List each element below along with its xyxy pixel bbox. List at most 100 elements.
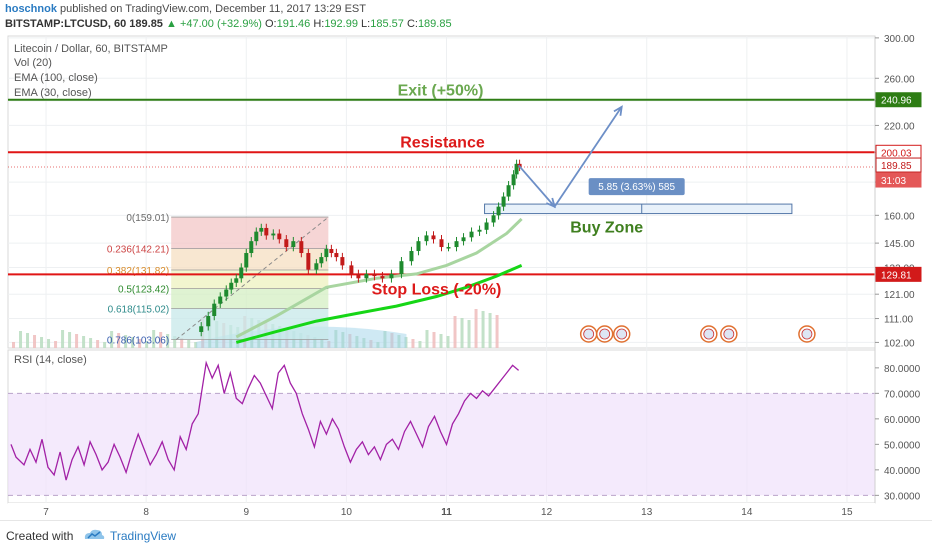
volume-bar <box>82 336 86 348</box>
candle-body <box>399 261 404 274</box>
volume-bar <box>26 333 30 348</box>
candle-body <box>409 251 414 262</box>
time-tick-label: 12 <box>541 507 553 518</box>
rsi-tick-label: 80.0000 <box>884 364 921 375</box>
candle-body <box>446 247 451 249</box>
last-price-badge-label: 189.85 <box>881 161 912 172</box>
candle-body <box>511 174 516 186</box>
candle-body <box>299 241 304 254</box>
candle-body <box>491 215 496 223</box>
rsi-band <box>8 393 875 496</box>
volume-bar <box>467 320 471 348</box>
low-value: 185.57 <box>370 18 404 30</box>
volume-bar <box>418 341 422 348</box>
price-tick-label: 160.00 <box>884 211 915 222</box>
tradingview-brand-link[interactable]: TradingView <box>110 529 177 543</box>
ema-100-line <box>235 217 523 339</box>
economic-event-flag-icon[interactable] <box>700 325 718 343</box>
up-triangle-icon: ▲ <box>166 18 177 30</box>
candle-body <box>431 235 436 240</box>
ema-30-line <box>235 264 523 344</box>
economic-event-flag-icon[interactable] <box>579 325 598 343</box>
price-tick-label: 260.00 <box>884 74 915 85</box>
volume-bar <box>425 330 429 348</box>
volume-bar <box>131 337 135 348</box>
volume-bar <box>117 333 121 348</box>
economic-event-flag-icon[interactable] <box>595 325 614 343</box>
close-value: 189.85 <box>417 18 452 30</box>
volume-bar <box>460 318 464 348</box>
stop-price-badge <box>875 266 922 282</box>
arrowhead-down-icon <box>545 197 556 209</box>
measure-box <box>588 178 685 196</box>
publication-header: hoschnok published on TradingView.com, D… <box>0 0 932 34</box>
candle-body <box>514 163 519 175</box>
volume-bar <box>47 339 51 348</box>
candle-body <box>249 241 254 254</box>
fib-zone <box>171 270 329 289</box>
measure-label: 5.85 (3.63%) 585 <box>598 182 675 193</box>
volume-bar <box>110 331 114 348</box>
candle-body <box>389 273 394 279</box>
volume-bar <box>453 316 457 348</box>
time-tick-label: 13 <box>641 507 653 518</box>
volume-bar <box>488 313 492 348</box>
candle-body <box>340 257 345 266</box>
volume-bar <box>96 340 100 348</box>
price-tick-label: 111.00 <box>884 315 914 326</box>
candle-body <box>469 231 474 238</box>
exit-annotation: Exit (+50%) <box>398 83 484 100</box>
fib-trendline <box>175 216 329 341</box>
countdown-price-badge-label: 31:03 <box>881 176 906 187</box>
published-text: published on TradingView.com, December 1… <box>60 3 366 15</box>
time-axis[interactable] <box>8 503 875 517</box>
time-tick-label: 15 <box>841 507 853 518</box>
fib-level-label: 0.5(123.42) <box>118 285 169 296</box>
open-label: O: <box>264 18 277 30</box>
chart-canvas[interactable]: 0(159.01) 0.236(142.21) 0.382(131.82) 0.5(1… <box>0 0 932 520</box>
legend-ema30: EMA (30, close) <box>14 87 92 99</box>
buy-zone-box[interactable] <box>484 203 793 215</box>
volume-bar <box>173 336 177 348</box>
economic-event-flag-icon[interactable] <box>612 325 631 343</box>
last-price-badge <box>875 157 922 173</box>
fib-level-label: 0(159.01) <box>126 213 169 224</box>
candle-body <box>264 227 269 236</box>
candle-body <box>259 227 264 232</box>
candle-body <box>506 185 511 197</box>
publication-line: hoschnok published on TradingView.com, D… <box>5 3 366 15</box>
chart-legend-title: Litecoin / Dollar, 60, BITSTAMP <box>14 43 168 55</box>
candlestick-series <box>199 159 522 337</box>
footer: Created with TradingView <box>0 520 932 551</box>
candle-body <box>334 253 339 258</box>
candle-body <box>349 265 354 274</box>
economic-event-flag-icon[interactable] <box>720 325 738 343</box>
candle-body <box>380 276 385 279</box>
arrowhead-up-icon <box>613 105 623 116</box>
candle-body <box>416 241 421 252</box>
high-label: H: <box>313 18 325 30</box>
author-link[interactable]: hoschnok <box>5 3 57 15</box>
candle-body <box>356 273 361 279</box>
candle-body <box>501 196 506 207</box>
volume-bar <box>89 338 93 348</box>
rsi-line <box>10 360 520 481</box>
volume-bar <box>103 342 107 348</box>
candle-body <box>271 233 276 236</box>
volume-bar <box>439 334 443 348</box>
time-tick-label: 8 <box>143 507 149 518</box>
volume-bar <box>159 332 163 348</box>
candle-body <box>291 241 296 248</box>
economic-event-flag-icon[interactable] <box>798 325 816 343</box>
fib-zone <box>171 248 329 271</box>
rsi-tick-label: 70.0000 <box>884 389 921 400</box>
candle-body <box>244 253 249 268</box>
time-tick-label: 11 <box>441 507 452 518</box>
volume-bar <box>180 338 184 348</box>
volume-bar <box>194 342 198 348</box>
price-tick-label: 220.00 <box>884 121 915 132</box>
low-label: L: <box>361 18 371 30</box>
candle-body <box>224 289 229 297</box>
rsi-tick-label: 40.0000 <box>884 466 921 477</box>
fib-level-label: 0.618(115.02) <box>108 304 170 315</box>
